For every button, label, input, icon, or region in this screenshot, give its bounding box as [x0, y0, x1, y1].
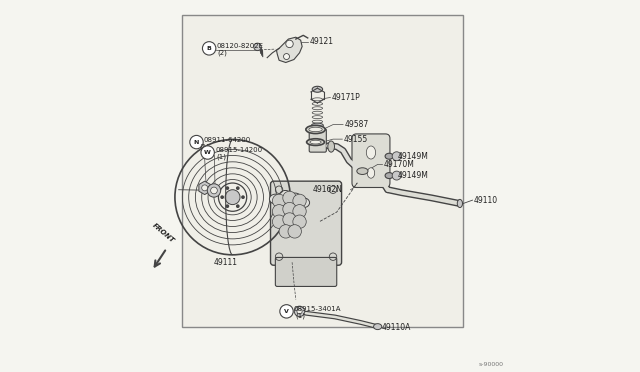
Circle shape — [284, 54, 289, 60]
Circle shape — [283, 213, 296, 226]
Circle shape — [207, 184, 221, 197]
FancyBboxPatch shape — [309, 129, 326, 152]
Circle shape — [294, 306, 305, 317]
Circle shape — [190, 135, 203, 149]
Ellipse shape — [298, 198, 310, 208]
Circle shape — [283, 202, 296, 216]
Circle shape — [211, 187, 218, 194]
Circle shape — [220, 195, 224, 199]
Text: 49587: 49587 — [344, 120, 369, 129]
Text: (2): (2) — [218, 49, 228, 56]
Text: 49170M: 49170M — [383, 160, 415, 169]
Circle shape — [392, 152, 401, 161]
Text: (1): (1) — [296, 312, 305, 319]
Text: 49149M: 49149M — [397, 152, 428, 161]
Ellipse shape — [385, 153, 394, 159]
Ellipse shape — [385, 173, 394, 179]
Ellipse shape — [280, 190, 291, 200]
Ellipse shape — [367, 168, 374, 178]
Ellipse shape — [374, 324, 381, 330]
Circle shape — [241, 195, 245, 199]
Ellipse shape — [289, 193, 301, 203]
Ellipse shape — [328, 141, 335, 152]
Circle shape — [273, 194, 286, 208]
Text: B: B — [207, 46, 212, 51]
Text: 08915-3401A: 08915-3401A — [294, 306, 342, 312]
Text: 08915-14200: 08915-14200 — [215, 147, 262, 153]
Text: 49171P: 49171P — [332, 93, 361, 102]
Ellipse shape — [366, 146, 376, 159]
Ellipse shape — [457, 199, 463, 208]
Text: FRONT: FRONT — [152, 222, 176, 244]
Circle shape — [202, 185, 207, 191]
Text: 49110: 49110 — [474, 196, 498, 205]
Text: (1): (1) — [199, 143, 209, 150]
Text: 49111: 49111 — [214, 258, 237, 267]
Circle shape — [286, 40, 293, 48]
Circle shape — [202, 42, 216, 55]
Ellipse shape — [310, 140, 321, 144]
Ellipse shape — [307, 139, 324, 145]
Circle shape — [225, 204, 229, 208]
Circle shape — [225, 186, 229, 190]
Circle shape — [201, 146, 214, 159]
Polygon shape — [276, 37, 302, 62]
Circle shape — [392, 171, 401, 180]
Circle shape — [283, 191, 296, 205]
Ellipse shape — [309, 127, 322, 132]
Ellipse shape — [312, 86, 323, 92]
FancyBboxPatch shape — [271, 181, 342, 265]
Circle shape — [273, 205, 286, 218]
Circle shape — [225, 190, 240, 205]
Circle shape — [293, 215, 306, 228]
Circle shape — [236, 186, 239, 190]
Circle shape — [288, 225, 301, 238]
Circle shape — [280, 305, 293, 318]
Text: 49149M: 49149M — [397, 171, 428, 180]
Circle shape — [293, 194, 306, 208]
Text: 08120-8202E: 08120-8202E — [216, 43, 264, 49]
Text: (1): (1) — [216, 154, 227, 160]
Bar — [182, 15, 463, 327]
Text: 49155: 49155 — [344, 135, 368, 144]
Text: 08911-64200: 08911-64200 — [204, 137, 251, 143]
Circle shape — [273, 215, 286, 228]
Polygon shape — [199, 181, 211, 195]
Ellipse shape — [312, 123, 323, 128]
Circle shape — [254, 43, 261, 51]
FancyBboxPatch shape — [275, 257, 337, 286]
Text: s-90000: s-90000 — [479, 362, 504, 367]
Circle shape — [293, 205, 306, 218]
Circle shape — [236, 204, 239, 208]
Ellipse shape — [269, 194, 282, 204]
Text: 49110A: 49110A — [381, 323, 411, 332]
FancyBboxPatch shape — [352, 134, 390, 187]
Text: N: N — [194, 140, 199, 145]
Text: 49162N: 49162N — [312, 185, 342, 194]
Text: 49121: 49121 — [310, 37, 333, 46]
Ellipse shape — [306, 125, 325, 134]
Text: W: W — [204, 150, 211, 155]
Circle shape — [279, 225, 292, 238]
Ellipse shape — [357, 168, 368, 174]
Text: V: V — [284, 309, 289, 314]
Circle shape — [297, 309, 302, 314]
